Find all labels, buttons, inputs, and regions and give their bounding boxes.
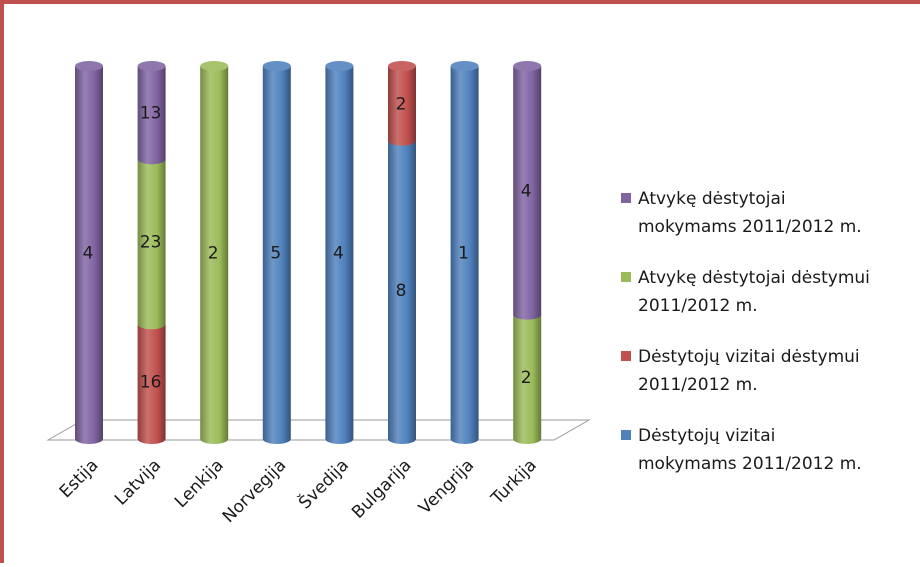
data-label: 13 (140, 104, 162, 124)
data-label: 8 (396, 281, 407, 301)
bar-segment (388, 140, 416, 444)
data-label: 1 (458, 244, 469, 264)
category-label: Lenkija (171, 455, 228, 512)
data-label: 2 (521, 368, 532, 388)
bar-Lenkija (200, 61, 229, 444)
bar-cap (388, 61, 416, 71)
category-label: Norvegija (219, 455, 291, 527)
data-label: 4 (333, 244, 344, 264)
bar-segment (450, 66, 479, 444)
bar-cap (137, 61, 166, 71)
bar-Turkija (513, 61, 542, 444)
bar-Vengrija (450, 61, 479, 444)
legend-swatch (621, 351, 631, 361)
data-label: 4 (521, 181, 532, 201)
bar-cap (325, 61, 354, 71)
legend-label: Dėstytojų vizitai dėstymui (638, 347, 860, 367)
bar-Bulgarija (388, 61, 416, 444)
bar-Norvegija (262, 61, 291, 444)
bar-segment (513, 314, 542, 444)
category-label: Turkija (487, 455, 541, 509)
category-label: Estija (56, 455, 103, 502)
legend-swatch (621, 272, 631, 282)
legend-label: 2011/2012 m. (638, 375, 758, 395)
data-label: 5 (270, 244, 281, 264)
bar-segment (513, 66, 542, 320)
bar-cap (513, 61, 542, 71)
legend-item: Atvykę dėstytojai dėstymui 2011/2012 m. (621, 268, 870, 316)
bar-cap (200, 61, 229, 71)
data-label: 16 (140, 373, 162, 393)
bar-cap (450, 61, 479, 71)
category-label: Švedija (294, 454, 353, 513)
segment-labels: 4 16 23 13 2 5 4 8 2 1 2 4 (83, 94, 532, 392)
bar-segment (137, 66, 166, 165)
legend-label: 2011/2012 m. (638, 296, 758, 316)
bar-segment (75, 66, 103, 444)
bar-segment (325, 66, 354, 444)
legend-item: Atvykę dėstytojai mokymams 2011/2012 m. (621, 189, 862, 237)
bar-segment (262, 66, 291, 444)
legend-item: Dėstytojų vizitai dėstymui 2011/2012 m. (621, 347, 860, 395)
category-label: Latvija (111, 455, 165, 509)
stacked-cylinder-chart: 4 16 23 13 2 5 4 8 2 1 2 4 Estija Latvija LenkijaNorv… (46, 61, 870, 527)
legend-swatch (621, 193, 631, 203)
data-label: 2 (208, 244, 219, 264)
legend-swatch (621, 430, 631, 440)
bar-cap (262, 61, 291, 71)
category-label: Bulgarija (348, 455, 415, 522)
bar-segment (137, 324, 166, 444)
bars (75, 61, 542, 444)
legend-label: mokymams 2011/2012 m. (638, 217, 862, 237)
bar-Švedija (325, 61, 354, 444)
bar-segment (200, 66, 229, 444)
legend-label: mokymams 2011/2012 m. (638, 454, 862, 474)
floor-plane (46, 419, 591, 441)
bar-segment (137, 159, 166, 330)
legend-label: Atvykę dėstytojai dėstymui (638, 268, 870, 288)
legend-label: Dėstytojų vizitai (638, 426, 775, 446)
bar-segment (388, 66, 416, 146)
bar-Estija (75, 61, 103, 444)
legend-label: Atvykę dėstytojai (638, 189, 786, 209)
data-label: 23 (140, 233, 162, 253)
bar-Latvija (137, 61, 166, 444)
legend-item: Dėstytojų vizitai mokymams 2011/2012 m. (621, 426, 862, 474)
data-label: 4 (83, 244, 94, 264)
bar-cap (75, 61, 103, 71)
data-label: 2 (396, 94, 407, 114)
chart-floor (46, 419, 591, 441)
category-label: Vengrija (415, 455, 478, 518)
